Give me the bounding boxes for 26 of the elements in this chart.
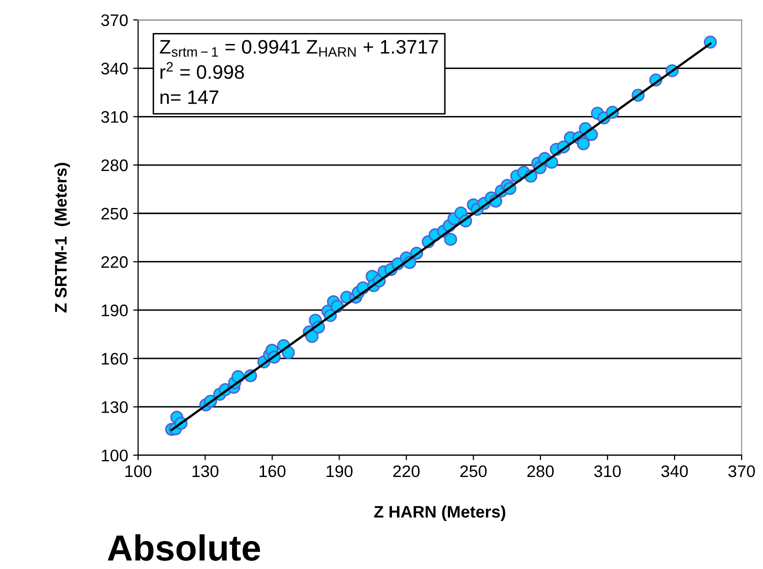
y-tick-label: 100 [102, 450, 128, 462]
y-tick-label: 370 [101, 14, 128, 26]
annotation: r$^{2}$ = 0.998 [160, 62, 244, 79]
x-tick-label: 370 [728, 465, 755, 478]
annotation: Z$_{srtm−1}$ = 0.9941 Z$_{HARN}$ + 1.3717 [160, 40, 438, 57]
x-tick-label: 250 [460, 465, 487, 478]
y-tick-label: 310 [101, 111, 128, 123]
y-tick-label: 160 [102, 352, 128, 365]
y-tick-label: 130 [102, 401, 128, 414]
annotation: n= 147 [160, 90, 218, 104]
y-tick-label: 220 [101, 256, 128, 268]
x-tick-label: 310 [594, 465, 621, 478]
x-axis-title: Z HARN (Meters) [374, 505, 506, 521]
y-tick-label: 280 [101, 159, 128, 172]
x-tick-label: 340 [661, 465, 688, 478]
y-tick-label: 250 [101, 208, 128, 220]
y-tick-label: 190 [102, 304, 128, 316]
x-tick-label: 130 [192, 465, 218, 478]
x-tick-label: 160 [260, 465, 286, 478]
y-tick-label: 340 [101, 62, 128, 74]
y-axis-title: Z SRTM-1 (Meters) [54, 162, 70, 313]
x-tick-label: 220 [393, 465, 420, 478]
x-tick-label: 100 [125, 465, 152, 478]
text: Absolute [108, 534, 260, 561]
x-tick-label: 280 [527, 465, 554, 478]
x-tick-label: 190 [326, 465, 353, 478]
